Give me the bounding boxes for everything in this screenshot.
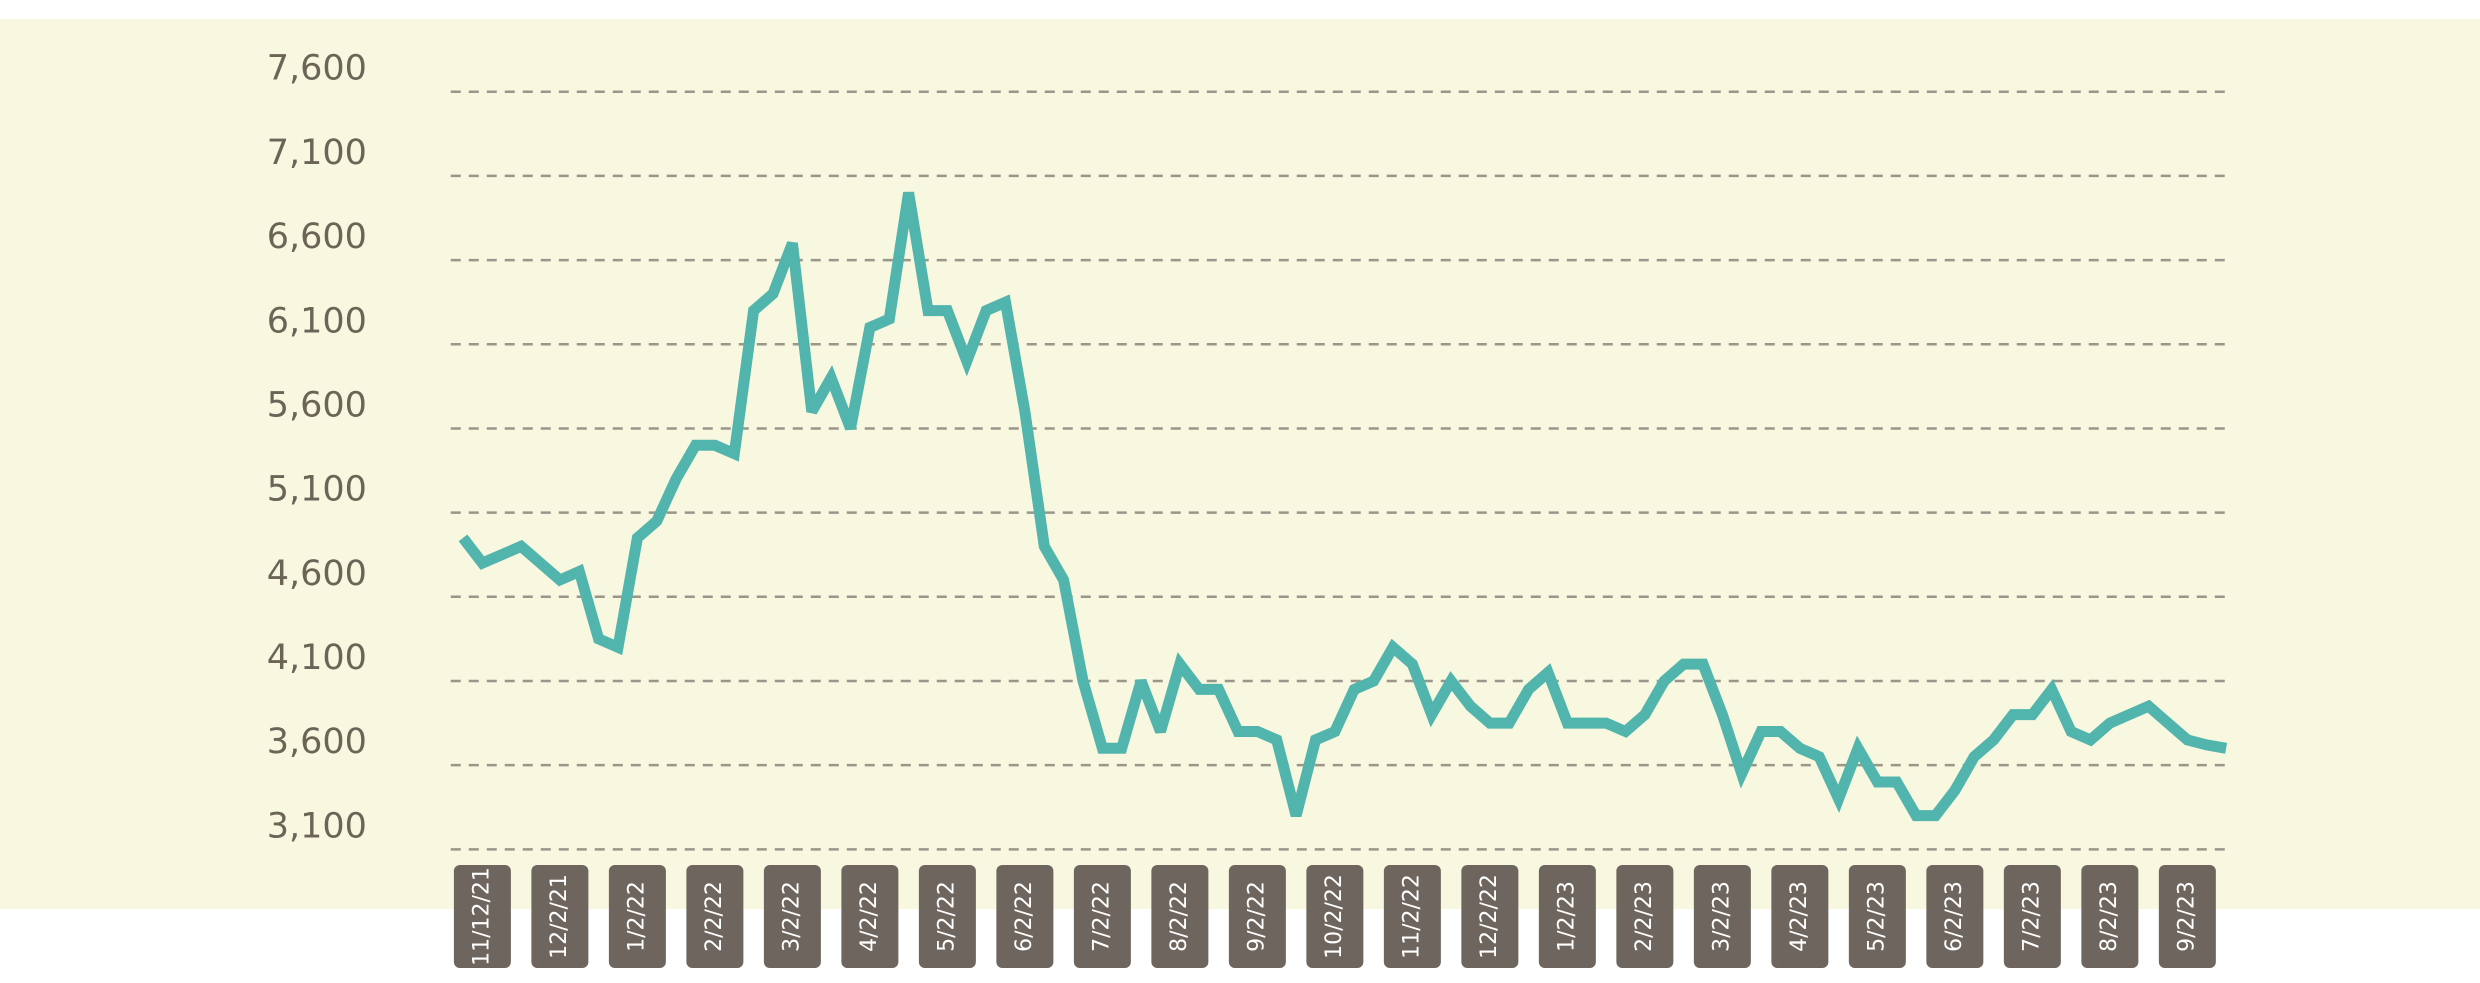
y-tick-label: 5,600: [267, 385, 367, 425]
x-tick-label: 1/2/23: [1554, 881, 1579, 952]
x-tick-label: 2/2/22: [702, 881, 727, 952]
x-tick-label: 2/2/23: [1632, 881, 1657, 952]
background-band: [0, 19, 2480, 909]
x-tick-box: [1693, 865, 1751, 968]
y-tick-label: 6,600: [267, 217, 367, 257]
x-tick-label: 7/2/23: [2019, 881, 2044, 952]
y-tick-label: 6,100: [267, 301, 367, 341]
x-tick-box: [686, 865, 744, 968]
x-tick-box: [2003, 865, 2061, 968]
x-tick-label: 8/2/23: [2097, 881, 2122, 952]
x-tick-box: [1383, 865, 1441, 968]
x-tick-box: [1073, 865, 1131, 968]
x-tick-label: 4/2/22: [857, 881, 882, 952]
y-tick-label: 7,100: [267, 133, 367, 173]
x-tick-box: [841, 865, 899, 968]
x-tick-label: 9/2/22: [1244, 881, 1269, 952]
x-tick-label: 5/2/23: [1864, 881, 1889, 952]
x-tick-label: 12/2/21: [547, 874, 572, 959]
x-tick-box: [1771, 865, 1829, 968]
x-tick-box: [1228, 865, 1286, 968]
y-tick-label: 4,100: [267, 638, 367, 678]
y-tick-label: 4,600: [267, 554, 367, 594]
x-tick-box: [531, 865, 589, 968]
x-tick-box: [1616, 865, 1674, 968]
x-tick-label: 3/2/22: [779, 881, 804, 952]
x-tick-label: 3/2/23: [1709, 881, 1734, 952]
x-tick-box: [763, 865, 821, 968]
x-tick-label: 1/2/22: [624, 881, 649, 952]
x-tick-box: [1926, 865, 1984, 968]
y-tick-label: 3,600: [267, 722, 367, 762]
x-tick-label: 8/2/22: [1167, 881, 1192, 952]
x-tick-label: 11/2/22: [1399, 874, 1424, 959]
x-tick-label: 11/12/21: [469, 867, 494, 966]
x-tick-label: 7/2/22: [1089, 881, 1114, 952]
x-tick-label: 5/2/22: [934, 881, 959, 952]
x-tick-box: [453, 865, 511, 968]
x-tick-label: 9/2/23: [2174, 881, 2199, 952]
x-tick-label: 6/2/23: [1942, 881, 1967, 952]
x-tick-box: [1151, 865, 1209, 968]
x-tick-box: [918, 865, 976, 968]
line-series: [458, 191, 2228, 822]
x-tick-label: 6/2/22: [1012, 881, 1037, 952]
x-tick-box: [1538, 865, 1596, 968]
x-tick-box: [2081, 865, 2139, 968]
y-tick-label: 5,100: [267, 470, 367, 510]
y-tick-label: 3,100: [267, 806, 367, 846]
x-tick-box: [2158, 865, 2216, 968]
y-tick-label: 7,600: [267, 49, 367, 89]
x-tick-box: [1306, 865, 1364, 968]
x-tick-label: 10/2/22: [1322, 874, 1347, 959]
x-tick-box: [1461, 865, 1519, 968]
x-tick-label: 4/2/23: [1787, 881, 1812, 952]
x-tick-box: [996, 865, 1054, 968]
x-tick-label: 12/2/22: [1477, 874, 1502, 959]
x-tick-box: [1848, 865, 1906, 968]
x-tick-box: [608, 865, 666, 968]
